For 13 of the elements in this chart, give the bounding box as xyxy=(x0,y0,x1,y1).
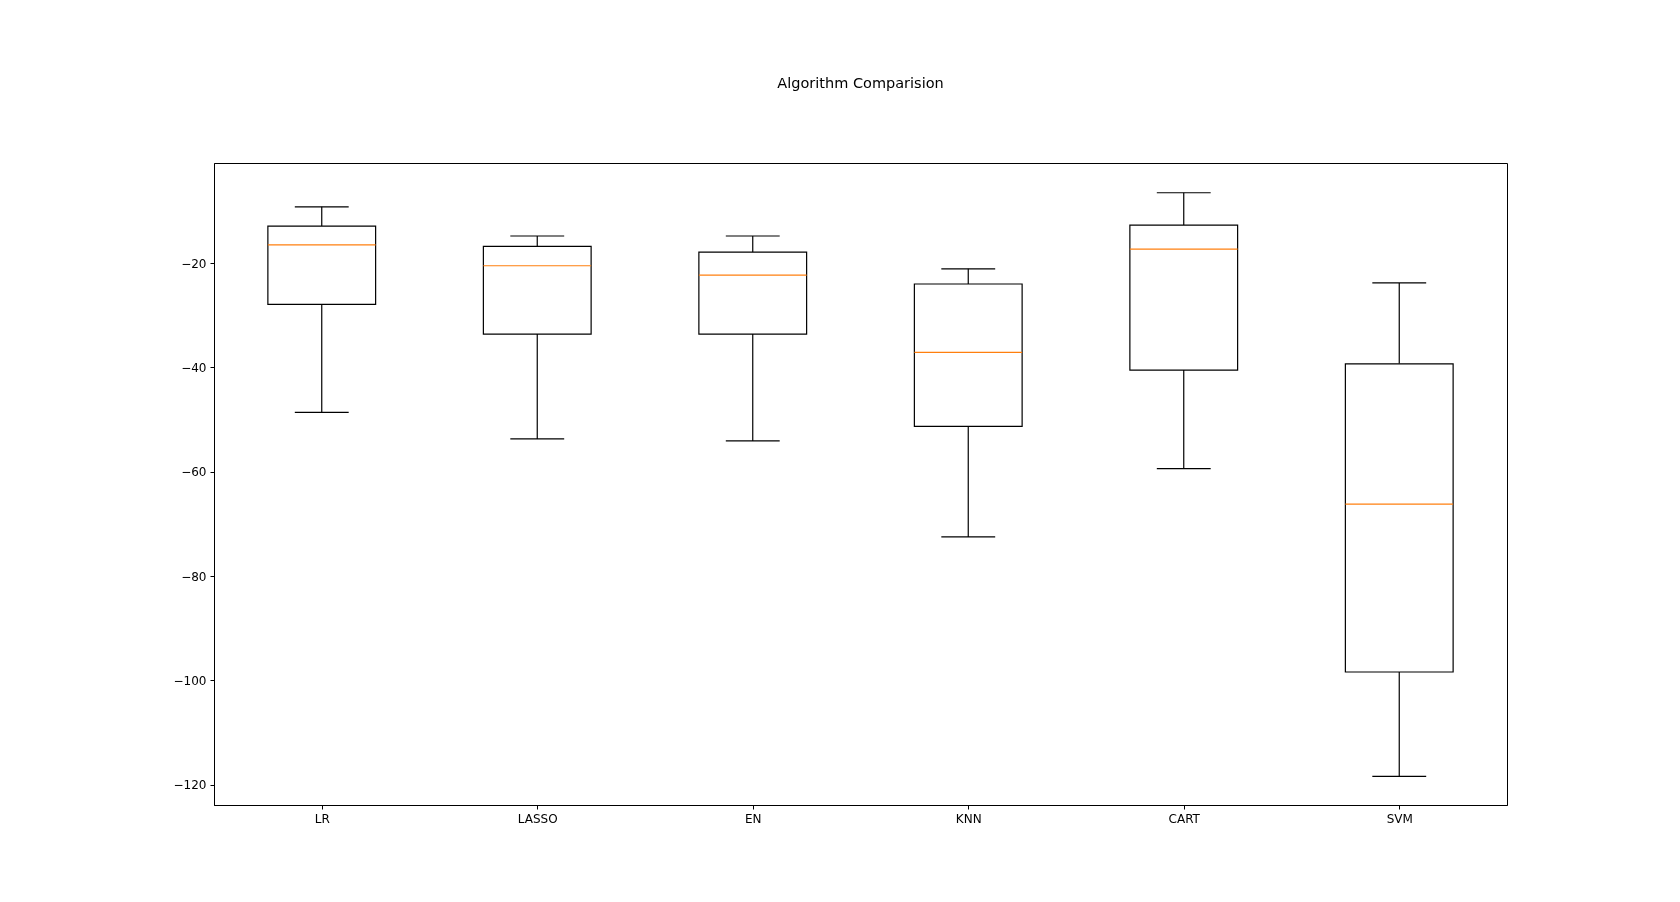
y-tick-label: −20 xyxy=(181,256,207,271)
y-tick-label: −100 xyxy=(173,673,207,688)
y-tick-label: −80 xyxy=(181,569,207,584)
x-tick-label: CART xyxy=(1168,811,1201,826)
x-tick-label: LR xyxy=(314,811,330,826)
y-tick-label: −120 xyxy=(173,778,207,793)
chart-title: Algorithm Comparision xyxy=(777,74,944,91)
y-tick-label: −40 xyxy=(181,360,207,375)
x-tick-label: EN xyxy=(744,811,762,826)
x-tick-label: KNN xyxy=(955,811,982,826)
x-tick-label: SVM xyxy=(1386,811,1413,826)
x-tick-label: LASSO xyxy=(517,811,558,826)
y-tick-label: −60 xyxy=(181,465,207,480)
